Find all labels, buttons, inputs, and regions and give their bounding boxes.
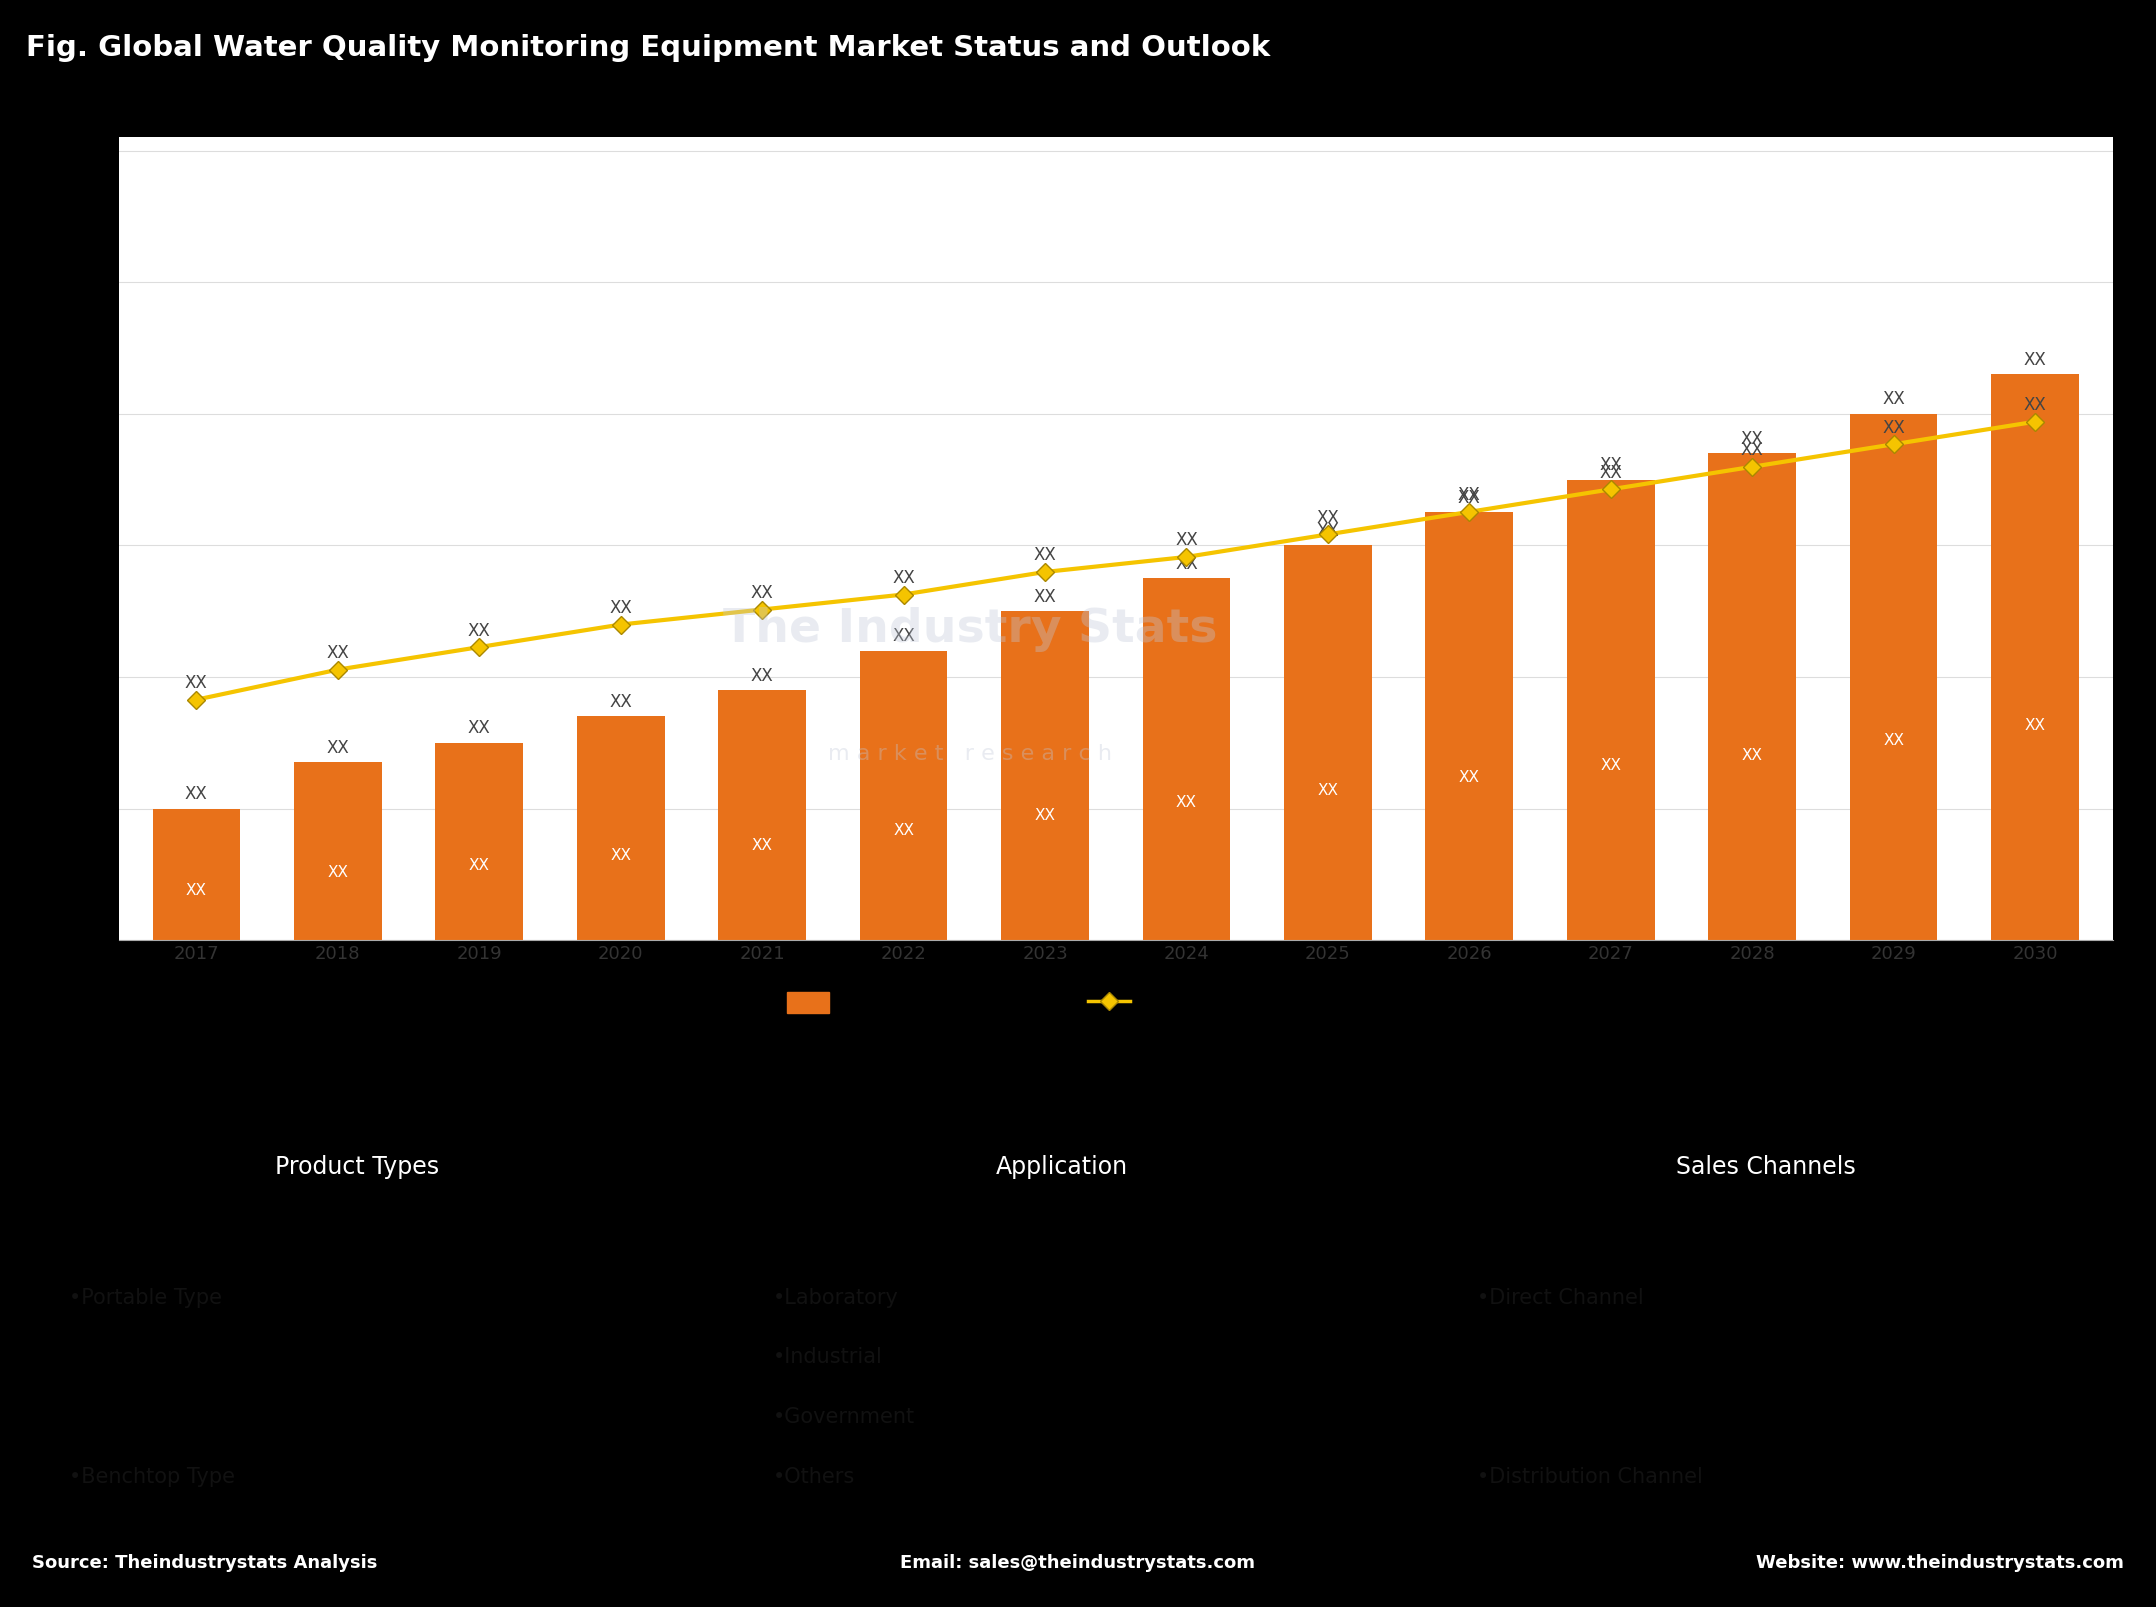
Text: •Distribution Channel: •Distribution Channel: [1477, 1467, 1703, 1486]
Text: Source: Theindustrystats Analysis: Source: Theindustrystats Analysis: [32, 1554, 377, 1572]
Text: XX: XX: [1600, 456, 1621, 474]
Text: XX: XX: [1317, 522, 1339, 540]
Text: XX: XX: [468, 622, 492, 640]
Bar: [153, 808, 239, 940]
Text: XX: XX: [610, 847, 632, 863]
Bar: [1567, 479, 1654, 940]
Text: XX: XX: [1882, 419, 1906, 437]
Text: •Others: •Others: [772, 1467, 856, 1486]
Text: XX: XX: [1175, 795, 1197, 810]
Text: XX: XX: [752, 837, 772, 853]
Text: •Industrial: •Industrial: [772, 1347, 882, 1368]
Legend: Revenue (Million $), Y-oY Growth Rate (%): Revenue (Million $), Y-oY Growth Rate (%…: [778, 983, 1378, 1022]
Text: XX: XX: [326, 739, 349, 757]
Bar: [1992, 374, 2078, 940]
Text: XX: XX: [1600, 757, 1621, 773]
Text: XX: XX: [2024, 397, 2046, 415]
Text: •Government: •Government: [772, 1408, 914, 1427]
Text: XX: XX: [2024, 718, 2046, 733]
Bar: [1850, 413, 1938, 940]
Text: XX: XX: [893, 569, 914, 587]
Text: XX: XX: [1317, 783, 1339, 797]
Bar: [860, 651, 946, 940]
Text: XX: XX: [1460, 770, 1479, 786]
Text: XX: XX: [1035, 808, 1056, 823]
Bar: [1425, 513, 1514, 940]
Text: XX: XX: [1882, 391, 1906, 408]
Bar: [718, 689, 806, 940]
Bar: [1000, 611, 1089, 940]
Text: XX: XX: [1742, 747, 1764, 763]
Text: Fig. Global Water Quality Monitoring Equipment Market Status and Outlook: Fig. Global Water Quality Monitoring Equ…: [26, 34, 1270, 63]
Text: •Portable Type: •Portable Type: [69, 1287, 222, 1308]
Text: •Laboratory: •Laboratory: [772, 1287, 899, 1308]
Text: XX: XX: [1317, 509, 1339, 527]
Text: XX: XX: [1175, 554, 1199, 574]
Bar: [1285, 545, 1371, 940]
Text: XX: XX: [185, 786, 207, 804]
Text: XX: XX: [2024, 350, 2046, 370]
Text: XX: XX: [750, 667, 774, 685]
Text: XX: XX: [326, 644, 349, 662]
Text: XX: XX: [1175, 532, 1199, 550]
Bar: [1143, 579, 1231, 940]
Text: Product Types: Product Types: [276, 1155, 440, 1178]
Text: Sales Channels: Sales Channels: [1675, 1155, 1856, 1178]
Text: XX: XX: [1882, 733, 1904, 747]
Text: XX: XX: [893, 823, 914, 837]
Text: •Direct Channel: •Direct Channel: [1477, 1287, 1643, 1308]
Text: •Benchtop Type: •Benchtop Type: [69, 1467, 235, 1486]
Text: XX: XX: [468, 720, 492, 738]
Text: Website: www.theindustrystats.com: Website: www.theindustrystats.com: [1755, 1554, 2124, 1572]
Text: XX: XX: [1033, 588, 1056, 606]
Text: m a r k e t   r e s e a r c h: m a r k e t r e s e a r c h: [828, 744, 1112, 763]
Text: XX: XX: [1740, 442, 1764, 460]
Bar: [578, 717, 664, 940]
Text: XX: XX: [1600, 464, 1621, 482]
Bar: [436, 742, 524, 940]
Text: XX: XX: [750, 583, 774, 603]
Bar: [1708, 453, 1796, 940]
Text: XX: XX: [1033, 546, 1056, 564]
Text: XX: XX: [468, 858, 489, 873]
Text: XX: XX: [185, 675, 207, 693]
Bar: [293, 762, 382, 940]
Text: XX: XX: [1457, 489, 1481, 508]
Text: XX: XX: [893, 627, 914, 646]
Text: XX: XX: [1457, 487, 1481, 505]
Text: XX: XX: [185, 882, 207, 898]
Text: XX: XX: [1740, 431, 1764, 448]
Text: The Industry Stats: The Industry Stats: [722, 607, 1218, 652]
Text: XX: XX: [610, 599, 632, 617]
Text: XX: XX: [328, 865, 349, 881]
Text: Email: sales@theindustrystats.com: Email: sales@theindustrystats.com: [901, 1554, 1255, 1572]
Text: Application: Application: [996, 1155, 1128, 1178]
Text: XX: XX: [610, 693, 632, 712]
